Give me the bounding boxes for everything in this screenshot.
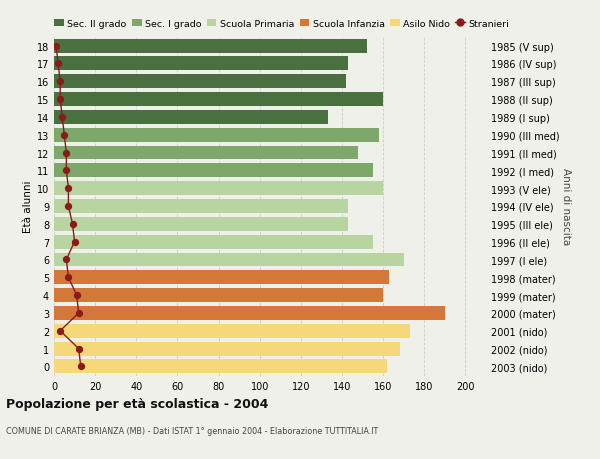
Bar	[54, 253, 404, 267]
Bar	[54, 218, 348, 231]
Bar	[54, 271, 389, 285]
Point	[74, 309, 83, 317]
Point	[74, 345, 83, 353]
Bar	[54, 360, 387, 374]
Point	[55, 78, 65, 86]
Bar	[54, 306, 445, 320]
Point	[64, 185, 73, 192]
Point	[58, 114, 67, 121]
Point	[62, 150, 71, 157]
Point	[62, 168, 71, 175]
Bar	[54, 200, 348, 213]
Bar	[54, 111, 328, 124]
Y-axis label: Età alunni: Età alunni	[23, 180, 32, 233]
Point	[64, 203, 73, 210]
Y-axis label: Anni di nascita: Anni di nascita	[560, 168, 571, 245]
Point	[51, 43, 61, 50]
Point	[59, 132, 69, 139]
Bar	[54, 235, 373, 249]
Bar	[54, 342, 400, 356]
Bar	[54, 75, 346, 89]
Point	[70, 238, 79, 246]
Bar	[54, 57, 348, 71]
Point	[72, 292, 82, 299]
Point	[55, 96, 65, 104]
Bar	[54, 146, 358, 160]
Point	[64, 274, 73, 281]
Point	[55, 327, 65, 335]
Bar	[54, 129, 379, 142]
Text: Popolazione per età scolastica - 2004: Popolazione per età scolastica - 2004	[6, 397, 268, 410]
Bar	[54, 289, 383, 302]
Point	[76, 363, 86, 370]
Bar	[54, 164, 373, 178]
Point	[62, 256, 71, 263]
Bar	[54, 324, 410, 338]
Bar	[54, 93, 383, 107]
Point	[53, 61, 63, 68]
Point	[68, 221, 77, 228]
Bar	[54, 39, 367, 53]
Bar	[54, 182, 383, 196]
Text: COMUNE DI CARATE BRIANZA (MB) - Dati ISTAT 1° gennaio 2004 - Elaborazione TUTTIT: COMUNE DI CARATE BRIANZA (MB) - Dati IST…	[6, 426, 378, 435]
Legend: Sec. II grado, Sec. I grado, Scuola Primaria, Scuola Infanzia, Asilo Nido, Stran: Sec. II grado, Sec. I grado, Scuola Prim…	[55, 20, 509, 28]
